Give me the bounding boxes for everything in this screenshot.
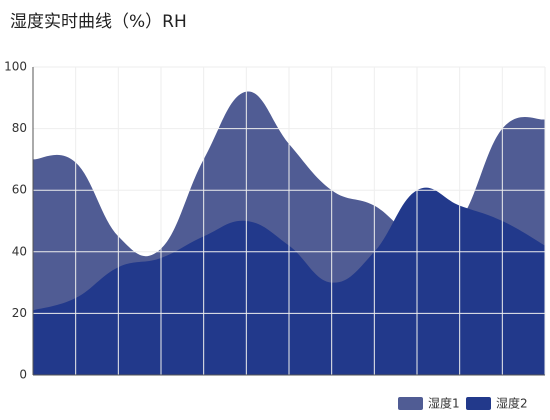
legend-label: 湿度1 [428,396,460,411]
legend-label: 湿度2 [496,396,528,411]
y-tick-label: 60 [12,183,27,197]
y-tick-label: 0 [19,368,27,382]
legend-swatch [398,397,423,410]
y-tick-label: 100 [4,60,27,74]
y-tick-label: 20 [12,306,27,320]
y-tick-label: 40 [12,244,27,258]
legend-swatch [466,397,491,410]
chart-title: 湿度实时曲线（%）RH [10,12,187,32]
y-tick-label: 80 [12,121,27,135]
